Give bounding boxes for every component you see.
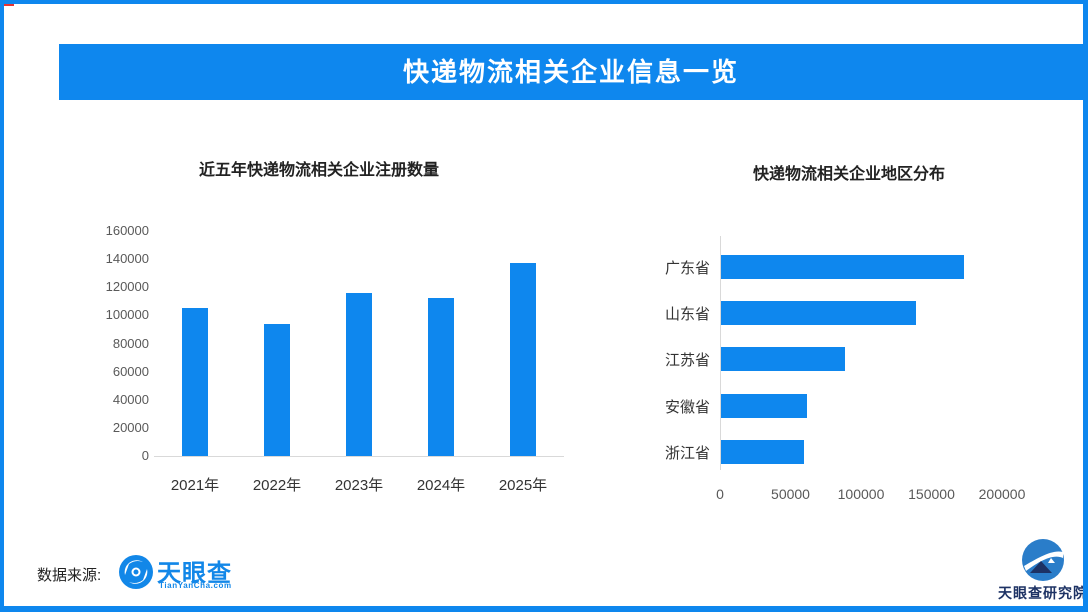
bar-江苏省 [721,347,845,372]
bar-安徽省 [721,393,807,418]
x-axis-category-label: 2021年 [170,477,220,494]
yearly-registrations-bar-chart: 0 20000 40000 60000 80000 100000 120000 140000 1… [4,4,1083,606]
page-title: 快递物流相关企业信息一览 [59,44,1083,100]
y-axis-tick-label: 160000 [105,223,149,238]
bar-2021年 [182,308,208,456]
right-chart-title: 快递物流相关企业地区分布 [752,166,945,183]
bar-广东省 [721,255,964,279]
y-axis-tick-label: 140000 [105,251,149,267]
tianyancha-logo-icon [119,555,153,589]
tianyancha-logo-subtext: TianYanCha.com [159,581,232,590]
bar-2023年 [346,293,372,456]
y-axis-tick-label: 100000 [105,307,149,323]
x-axis-tick-label: 200000 [978,486,1026,502]
x-axis-line [154,456,564,457]
row-label-浙江省: 浙江省 [664,444,710,462]
y-axis-tick-label: 20000 [112,419,149,435]
y-axis-tick-label: 0 [141,448,149,463]
province-distribution-bar-chart: 广东省 山东省 江苏省 安徽省 浙江省 0 50000 100000 150000 200000 [4,4,1083,606]
x-axis-tick-label: 100000 [837,486,885,502]
bar-浙江省 [721,439,804,464]
bar-2022年 [264,324,290,456]
x-axis-tick-label: 150000 [908,486,955,502]
x-axis-tick-label: 50000 [771,486,810,502]
y-axis-tick-label: 80000 [112,335,149,351]
y-axis-tick-label: 40000 [112,391,149,407]
row-label-广东省: 广东省 [664,260,710,277]
x-axis-category-label: 2022年 [252,477,302,494]
y-axis-tick-label: 120000 [105,279,149,295]
corner-red-mark [4,4,14,6]
y-axis-line [720,236,721,470]
y-axis-tick-label: 60000 [112,363,149,379]
bar-山东省 [721,301,916,326]
tianyancha-logo-text: 天眼查 [157,560,232,587]
research-institute-label: 天眼查研究院 [998,585,1088,601]
x-axis-category-label: 2023年 [334,477,384,494]
bar-2025年 [510,263,536,456]
row-label-江苏省: 江苏省 [664,352,710,370]
row-label-山东省: 山东省 [664,306,710,324]
data-source-label: 数据来源: [37,567,102,584]
research-institute-logo-icon [1022,539,1064,581]
row-label-安徽省: 安徽省 [664,398,710,416]
x-axis-category-label: 2024年 [416,477,466,494]
left-chart-title: 近五年快递物流相关企业注册数量 [198,162,439,179]
x-axis-tick-label: 0 [716,486,724,502]
x-axis-category-label: 2025年 [498,477,548,494]
bar-2024年 [428,298,454,456]
